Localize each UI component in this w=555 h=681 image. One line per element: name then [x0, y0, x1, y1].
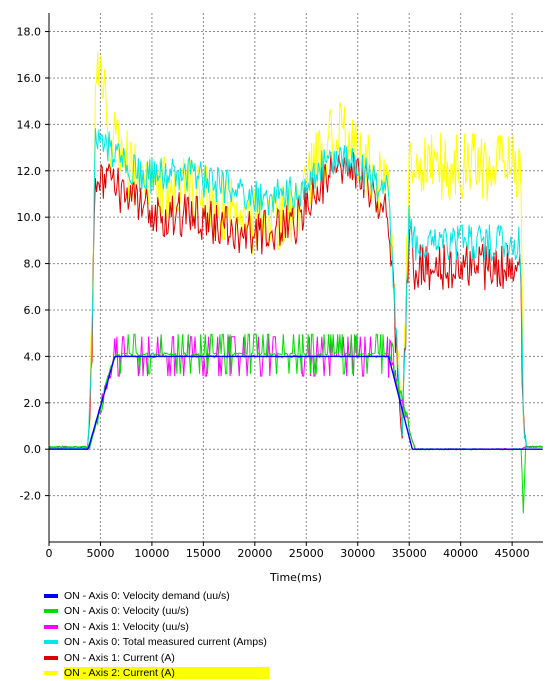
x-tick-label: 15000	[186, 547, 221, 560]
y-tick-label: 0.0	[24, 443, 42, 456]
y-tick-label: 8.0	[24, 258, 42, 271]
x-tick-label: 20000	[237, 547, 272, 560]
legend-swatch	[44, 624, 58, 629]
legend-swatch	[44, 671, 58, 676]
legend-item[interactable]: ON - Axis 0: Velocity demand (uu/s)	[44, 588, 344, 604]
x-axis-title: Time(ms)	[269, 571, 322, 584]
y-tick-label: 18.0	[17, 26, 42, 39]
y-tick-label: 16.0	[17, 72, 42, 85]
x-tick-label: 40000	[443, 547, 478, 560]
y-tick-label: 6.0	[24, 304, 42, 317]
y-tick-label: -2.0	[20, 490, 41, 503]
legend-swatch	[44, 640, 58, 645]
series-line-5	[49, 152, 543, 450]
legend-label: ON - Axis 0: Total measured current (Amp…	[64, 636, 267, 649]
legend-item[interactable]: ON - Axis 0: Total measured current (Amp…	[44, 635, 344, 651]
legend-swatch	[44, 609, 58, 614]
legend-item[interactable]: ON - Axis 1: Velocity (uu/s)	[44, 619, 344, 635]
x-tick-label: 10000	[134, 547, 169, 560]
y-tick-label: 14.0	[17, 118, 42, 131]
x-tick-label: 0	[46, 547, 53, 560]
legend-label: ON - Axis 1: Current (A)	[64, 651, 175, 664]
y-tick-label: 4.0	[24, 350, 42, 363]
axes: 0 5000 10000 15000 20000 25000 30000 35000 40000…	[17, 13, 543, 560]
legend-label: ON - Axis 0: Velocity demand (uu/s)	[64, 589, 230, 602]
legend-swatch	[44, 593, 58, 598]
legend-item[interactable]: ON - Axis 1: Current (A)	[44, 650, 344, 666]
legend-item[interactable]: ON - Axis 2: Current (A)	[44, 666, 344, 681]
legend-swatch	[44, 655, 58, 660]
legend-item[interactable]: ON - Axis 0: Velocity (uu/s)	[44, 604, 344, 620]
legend-label: ON - Axis 0: Velocity (uu/s)	[64, 605, 189, 618]
x-tick-label: 25000	[289, 547, 324, 560]
x-tick-label: 45000	[495, 547, 530, 560]
legend: ON - Axis 0: Velocity demand (uu/s) ON - …	[44, 588, 344, 681]
series-line-4	[48, 128, 543, 450]
legend-label: ON - Axis 2: Current (A)	[64, 667, 269, 680]
legend-label: ON - Axis 1: Velocity (uu/s)	[64, 620, 189, 633]
y-tick-label: 10.0	[17, 211, 42, 224]
series-line-1	[49, 355, 543, 450]
series-layer	[48, 51, 543, 514]
x-tick-label: 5000	[86, 547, 114, 560]
x-tick-label: 30000	[340, 547, 375, 560]
line-chart: 0 5000 10000 15000 20000 25000 30000 35000 40000…	[17, 13, 543, 584]
y-tick-label: 12.0	[17, 165, 42, 178]
grid-lines	[49, 13, 543, 542]
y-tick-label: 2.0	[24, 397, 42, 410]
x-tick-label: 35000	[392, 547, 427, 560]
